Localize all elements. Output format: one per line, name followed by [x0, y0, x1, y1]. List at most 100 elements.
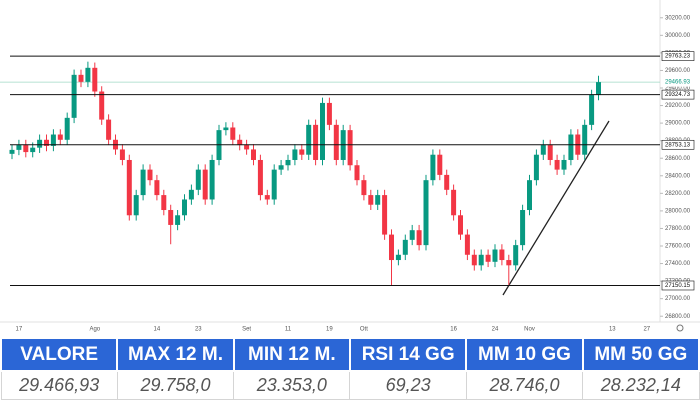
candle-body: [416, 230, 422, 246]
y-tick-label: 27800.00: [665, 226, 691, 232]
candle-body: [16, 145, 22, 150]
table-cell: 69,23: [349, 370, 467, 400]
candle-body: [50, 134, 56, 146]
x-tick-label: 13: [609, 327, 616, 333]
candle-body: [85, 67, 91, 82]
trend-line: [502, 120, 610, 296]
candle-body: [464, 234, 470, 255]
candle-body: [437, 154, 443, 175]
y-tick-label: 28200.00: [665, 191, 691, 197]
candle-body: [195, 169, 201, 190]
level-label-box: [661, 89, 695, 100]
y-tick-label: 30200.00: [665, 15, 691, 21]
candle-body: [147, 169, 153, 181]
candle-body: [568, 134, 574, 160]
candle-body: [430, 154, 436, 181]
candle-body: [244, 145, 250, 150]
candle-body: [326, 102, 332, 125]
candle-body: [471, 254, 477, 266]
candle-body: [64, 117, 70, 140]
candle-body: [354, 165, 360, 181]
candle-body: [554, 159, 560, 170]
candle-body: [154, 180, 160, 196]
candle-body: [582, 124, 588, 155]
candle-body: [175, 215, 181, 225]
y-tick-label: 27600.00: [665, 244, 691, 250]
y-tick-label: 27400.00: [665, 261, 691, 267]
y-tick-label: 29600.00: [665, 68, 691, 74]
x-tick-label: Ago: [89, 327, 100, 333]
x-tick-label: 11: [285, 327, 292, 333]
y-tick-label: 26800.00: [665, 314, 691, 320]
level-label: 29324.73: [665, 92, 691, 98]
candle-body: [402, 239, 408, 255]
y-tick-label: 29400.00: [665, 86, 691, 92]
header-cell: VALORE: [0, 337, 119, 372]
x-tick-label: 16: [450, 327, 457, 333]
candle-body: [251, 149, 256, 160]
stats-table: VALORE MAX 12 M. MIN 12 M. RSI 14 GG MM 10 G…: [0, 337, 700, 400]
candle-body: [133, 195, 139, 216]
header-cell: RSI 14 GG: [348, 337, 468, 372]
candle-body: [230, 127, 236, 140]
candle-body: [299, 149, 305, 155]
level-label: 27150.15: [665, 283, 691, 289]
header-cell: MIN 12 M.: [232, 337, 351, 372]
candle-body: [451, 189, 457, 216]
candle-body: [37, 139, 43, 148]
candle-body: [30, 147, 36, 153]
candle-body: [506, 260, 512, 266]
candle-body: [313, 124, 319, 160]
candle-body: [306, 124, 312, 155]
candle-body: [547, 145, 553, 160]
candle-body: [478, 254, 484, 266]
y-tick-label: 29200.00: [665, 103, 691, 109]
table-cell: 29.466,93: [0, 370, 118, 400]
candle-body: [44, 139, 49, 146]
x-tick-label: 14: [154, 327, 161, 333]
table-cell: 28.232,14: [582, 370, 700, 400]
candle-body: [223, 127, 229, 131]
candle-body: [182, 199, 187, 216]
candle-body: [513, 245, 519, 266]
candle-body: [168, 210, 174, 225]
candle-body: [292, 149, 298, 160]
x-tick-label: 17: [16, 327, 23, 333]
x-tick-label: Set: [242, 327, 251, 333]
candle-body: [106, 119, 112, 140]
candle-body: [527, 180, 532, 211]
candle-body: [361, 180, 367, 196]
candle-body: [237, 139, 243, 146]
candle-body: [375, 195, 381, 205]
x-tick-label: Ott: [360, 327, 368, 333]
candle-body: [271, 169, 277, 200]
table-row: 29.466,93 29.758,0 23.353,0 69,23 28.746,0 28…: [0, 370, 700, 400]
candle-body: [202, 169, 208, 200]
candle-body: [395, 254, 401, 261]
last-price-box: [662, 77, 694, 87]
candle-body: [161, 195, 167, 211]
candle-body: [119, 149, 125, 160]
chart: 26800.0027000.0027200.0027400.0027600.00…: [0, 0, 700, 333]
candle-body: [409, 230, 415, 240]
y-tick-label: 29000.00: [665, 121, 691, 127]
candle-body: [264, 195, 270, 200]
x-tick-label: 24: [492, 327, 499, 333]
candle-body: [499, 249, 505, 261]
header-cell: MAX 12 M.: [116, 337, 235, 372]
table-body: 29.466,93 29.758,0 23.353,0 69,23 28.746,0 28…: [0, 370, 700, 400]
level-label-box: [661, 280, 695, 291]
x-tick-label: 27: [643, 327, 650, 333]
candle-body: [71, 74, 77, 118]
candle-body: [485, 254, 491, 262]
candle-body: [257, 159, 263, 196]
candle-body: [533, 154, 539, 181]
table-cell: 29.758,0: [116, 370, 235, 400]
level-label-box: [661, 51, 695, 61]
x-tick-label: 19: [326, 327, 333, 333]
y-tick-label: 28600.00: [665, 156, 691, 162]
candle-body: [368, 195, 374, 205]
candle-body: [333, 124, 339, 160]
settings-icon[interactable]: [676, 324, 684, 332]
